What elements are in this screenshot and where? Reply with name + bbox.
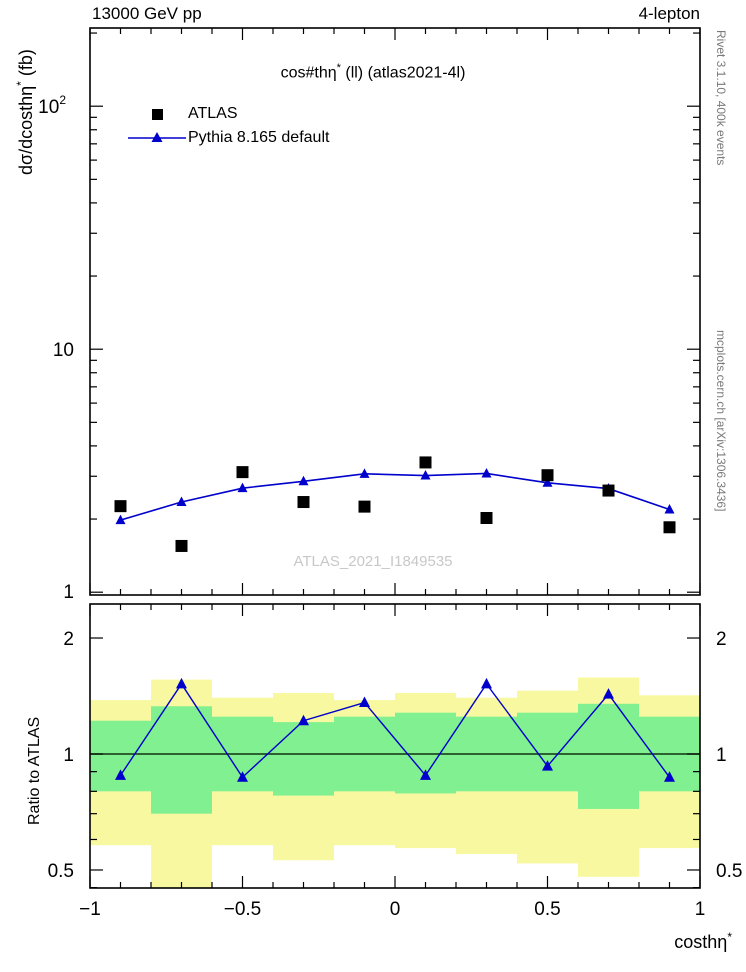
data-points-main [114,456,676,552]
header-beam-label: 13000 GeV pp [92,4,202,23]
triangle-line-marker-icon [128,130,188,146]
svg-text:0.5: 0.5 [48,861,74,882]
svg-text:1: 1 [716,745,727,766]
y-axis-label-main: dσ/dcosthη [16,85,36,175]
svg-text:10: 10 [53,340,74,361]
legend-label-pythia: Pythia 8.165 default [188,129,330,146]
square-marker-icon [128,106,188,122]
svg-text:1: 1 [695,899,706,920]
svg-text:−1: −1 [79,899,101,920]
x-axis-label: costhη* [674,930,732,953]
y-axis-label-superscript: * [14,81,28,86]
mc-curve-ratio [115,677,675,782]
header-channel-label: 4-lepton [638,4,700,23]
svg-text:0: 0 [390,899,401,920]
svg-text:1: 1 [63,582,74,603]
x-axis-label-superscript: * [727,930,732,944]
svg-text:2: 2 [63,629,74,650]
svg-text:0.5: 0.5 [716,861,742,882]
mc-curve-main [115,467,675,525]
axis-tick-labels: 1 10 102 0.5 1 2 0.5 1 2 −1 −0.5 0 0.5 1 [38,93,742,920]
svg-text:102: 102 [38,93,66,118]
y-axis-label-unit: (fb) [16,49,36,77]
analysis-watermark: ATLAS_2021_I1849535 [293,553,453,570]
x-axis-label-main: costhη [674,932,728,952]
legend-label-atlas: ATLAS [188,105,238,122]
axis-ticks [89,28,701,889]
ratio-uncertainty-bands [90,677,700,888]
svg-text:1: 1 [63,745,74,766]
legend-entry-atlas: ATLAS [128,102,329,126]
svg-text:0.5: 0.5 [534,899,560,920]
legend: ATLAS Pythia 8.165 default [128,102,329,150]
svg-text:−0.5: −0.5 [224,899,262,920]
svg-text:2: 2 [716,629,727,650]
legend-entry-pythia: Pythia 8.165 default [128,126,329,150]
